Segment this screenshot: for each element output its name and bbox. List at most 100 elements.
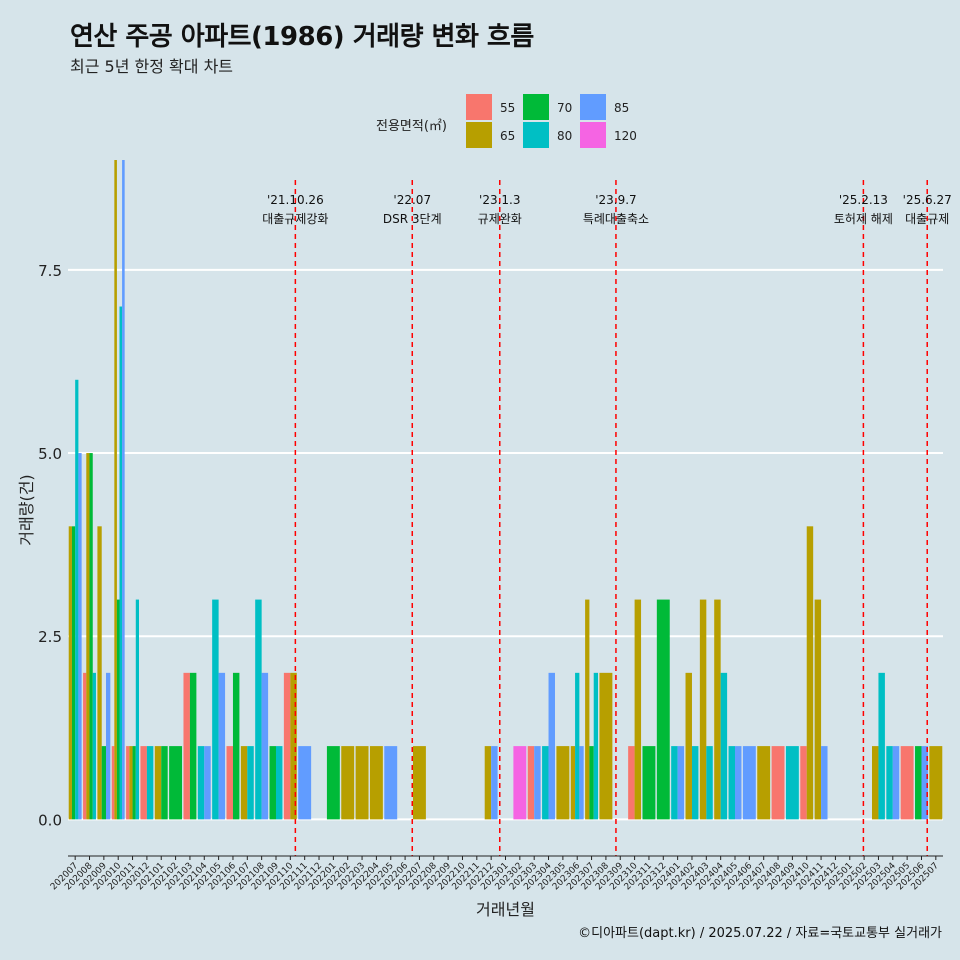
bar-80-202010 bbox=[119, 306, 123, 820]
bar-70-202311 bbox=[642, 746, 656, 820]
bar-55-202008 bbox=[83, 672, 87, 820]
bar-70-202201 bbox=[326, 746, 340, 820]
bar-55-202012 bbox=[140, 746, 147, 820]
event-name-label: 대출규제 bbox=[905, 212, 949, 226]
bar-55-202011 bbox=[126, 746, 130, 820]
legend-label-65: 65 bbox=[500, 129, 516, 143]
bar-70-202307 bbox=[589, 746, 594, 820]
event-date-label: '22.07 bbox=[393, 193, 431, 207]
legend-label-85: 85 bbox=[614, 101, 630, 115]
legend-swatch-120 bbox=[580, 122, 606, 148]
y-axis-title: 거래량(건) bbox=[17, 474, 36, 545]
bar-70-202109 bbox=[269, 746, 276, 820]
bar-80-202503 bbox=[878, 672, 885, 820]
bar-55-202408 bbox=[771, 746, 785, 820]
bar-85-202105 bbox=[218, 672, 226, 820]
bar-70-202506 bbox=[915, 746, 922, 820]
bar-85-202303 bbox=[534, 746, 541, 820]
bar-55-202106 bbox=[226, 746, 233, 820]
event-annotations: '21.10.26 대출규제강화 '22.07 DSR 3단계 '23.1.3 규제완화 '… bbox=[262, 193, 952, 226]
event-date-label: '21.10.26 bbox=[267, 193, 324, 207]
event-date-label: '23.1.3 bbox=[479, 193, 520, 207]
bars bbox=[68, 160, 943, 820]
bar-85-202205 bbox=[384, 746, 398, 820]
bar-85-202009 bbox=[106, 672, 111, 820]
bar-65-202410 bbox=[806, 526, 814, 820]
bar-55-202410 bbox=[800, 746, 807, 820]
legend-label-80: 80 bbox=[557, 129, 573, 143]
bar-65-202011 bbox=[129, 746, 133, 820]
bar-80-202008 bbox=[92, 672, 96, 820]
y-tick-label: 5.0 bbox=[38, 445, 62, 463]
bar-65-202009 bbox=[97, 526, 102, 820]
bar-55-202505 bbox=[900, 746, 914, 820]
bar-65-202307 bbox=[585, 599, 590, 820]
legend-swatch-55 bbox=[466, 94, 492, 120]
bar-85-202104 bbox=[204, 746, 211, 820]
axes: 0.02.55.07.52020072020082020092020102020… bbox=[17, 262, 943, 919]
bar-65-202308 bbox=[599, 672, 613, 820]
bar-85-202212 bbox=[491, 746, 498, 820]
bar-80-202104 bbox=[197, 746, 205, 820]
bar-80-202107 bbox=[247, 746, 254, 820]
bar-85-202411 bbox=[821, 746, 828, 820]
bar-55-202303 bbox=[527, 746, 535, 820]
bar-80-202504 bbox=[886, 746, 893, 820]
bar-85-202010 bbox=[122, 160, 125, 820]
bar-80-202105 bbox=[212, 599, 219, 820]
bar-70-202312 bbox=[656, 599, 670, 820]
bar-80-202012 bbox=[146, 746, 154, 820]
bar-80-202304 bbox=[542, 746, 549, 820]
bar-65-202202 bbox=[341, 746, 355, 820]
bar-120-202302 bbox=[513, 746, 527, 820]
bar-55-202110 bbox=[283, 672, 291, 820]
bar-80-202108 bbox=[255, 599, 262, 820]
bar-85-202504 bbox=[892, 746, 900, 820]
bar-70-202101 bbox=[161, 746, 168, 820]
event-name-label: 대출규제강화 bbox=[262, 212, 328, 226]
bar-80-202401 bbox=[671, 746, 678, 820]
bar-70-202011 bbox=[132, 746, 136, 820]
bar-70-202010 bbox=[116, 599, 120, 820]
bar-85-202108 bbox=[261, 672, 269, 820]
bar-65-202402 bbox=[685, 672, 692, 820]
bar-80-202404 bbox=[720, 672, 728, 820]
bar-65-202404 bbox=[714, 599, 721, 820]
y-tick-label: 7.5 bbox=[38, 262, 62, 280]
bar-65-202008 bbox=[86, 453, 90, 820]
bar-70-202009 bbox=[101, 746, 107, 820]
legend-label-70: 70 bbox=[557, 101, 573, 115]
bar-65-202204 bbox=[369, 746, 383, 820]
bar-80-202405 bbox=[728, 746, 736, 820]
bar-70-202102 bbox=[169, 746, 183, 820]
event-date-label: '25.2.13 bbox=[839, 193, 888, 207]
x-axis-title: 거래년월 bbox=[476, 900, 535, 919]
legend: 전용면적(㎡) 55 65 70 80 85 120 bbox=[376, 92, 676, 152]
y-tick-label: 2.5 bbox=[38, 628, 62, 646]
bar-80-202007 bbox=[75, 379, 79, 820]
bar-65-202101 bbox=[154, 746, 162, 820]
legend-swatch-80 bbox=[523, 122, 549, 148]
bar-80-202403 bbox=[706, 746, 713, 820]
bar-65-202010 bbox=[114, 160, 117, 820]
legend-label-55: 55 bbox=[500, 101, 516, 115]
bar-65-202507 bbox=[929, 746, 943, 820]
legend-swatch-65 bbox=[466, 122, 492, 148]
bar-70-202106 bbox=[232, 672, 240, 820]
bar-85-202111 bbox=[298, 746, 312, 820]
bar-80-202109 bbox=[275, 746, 283, 820]
bar-65-202207 bbox=[412, 746, 426, 820]
bar-80-202306 bbox=[575, 672, 580, 820]
bar-65-202107 bbox=[240, 746, 248, 820]
bar-65-202407 bbox=[757, 746, 771, 820]
bar-85-202007 bbox=[78, 453, 82, 820]
bar-65-202310 bbox=[634, 599, 642, 820]
bar-55-202310 bbox=[628, 746, 635, 820]
source-caption: ©디아파트(dapt.kr) / 2025.07.22 / 자료=국토교통부 실… bbox=[578, 926, 942, 941]
legend-swatch-85 bbox=[580, 94, 606, 120]
bar-70-202103 bbox=[189, 672, 197, 820]
event-name-label: DSR 3단계 bbox=[383, 212, 442, 226]
bar-65-202503 bbox=[871, 746, 879, 820]
bar-65-202306 bbox=[570, 746, 576, 820]
bar-55-202103 bbox=[183, 672, 190, 820]
